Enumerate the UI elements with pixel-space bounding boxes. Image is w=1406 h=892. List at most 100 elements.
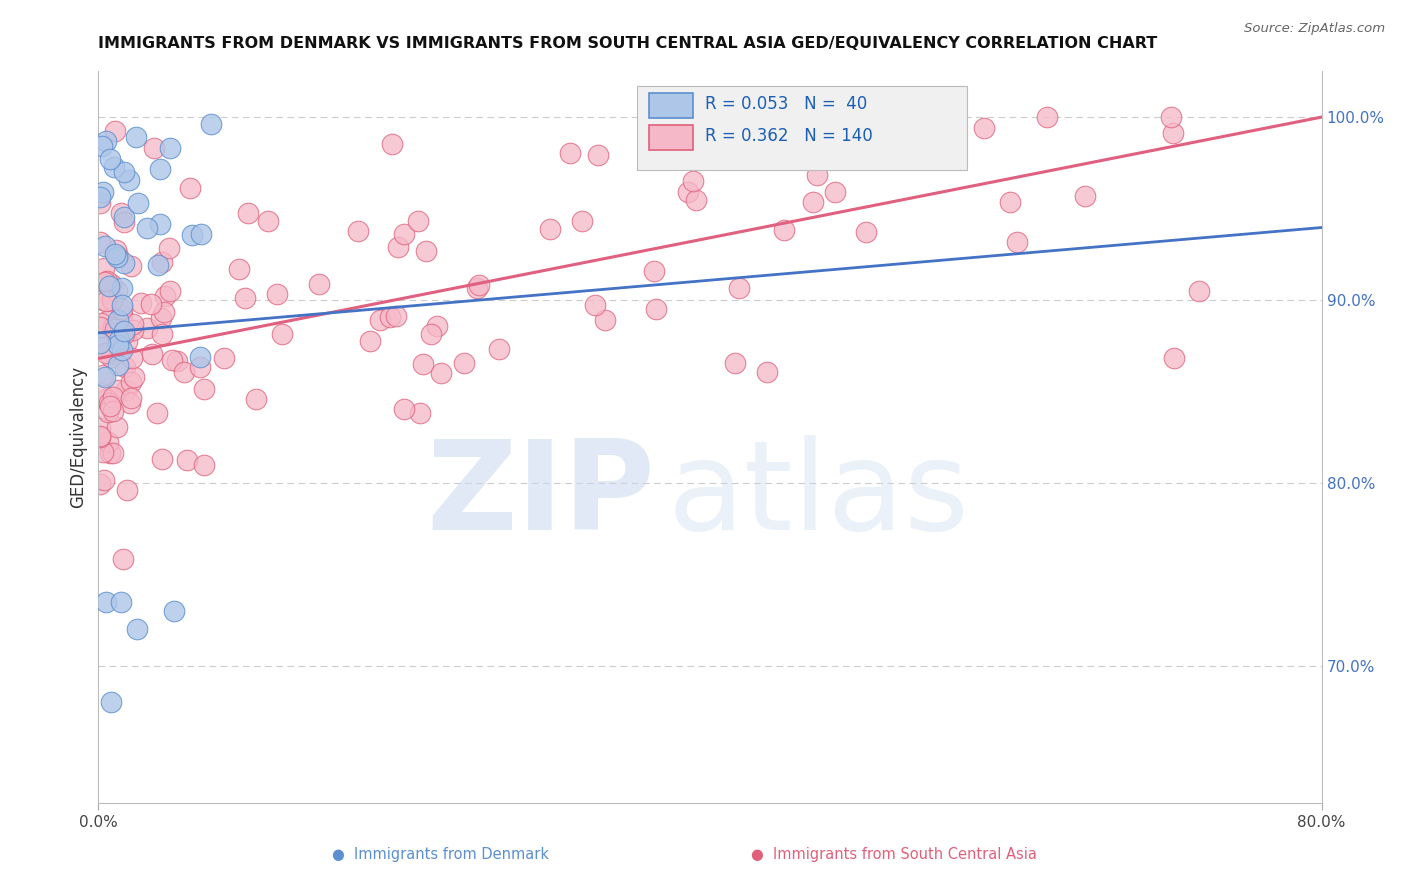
Point [406, 214, 429, 228]
FancyBboxPatch shape [650, 94, 693, 118]
Point [415, 244, 437, 259]
Point [107, 331, 129, 345]
Text: atlas: atlas [668, 435, 969, 556]
Point [89, 421, 111, 435]
Point [429, 366, 451, 380]
Point [93, 368, 115, 382]
Point [125, 129, 148, 144]
Point [112, 215, 135, 229]
Point [420, 327, 443, 342]
Point [146, 406, 169, 420]
Point [488, 342, 510, 356]
Point [94, 238, 117, 252]
Point [103, 347, 125, 361]
Point [998, 194, 1021, 209]
Point [193, 382, 215, 396]
Point [96, 274, 118, 288]
Point [159, 141, 181, 155]
Point [236, 206, 259, 220]
Point [392, 402, 415, 417]
Point [120, 391, 142, 405]
Point [233, 291, 256, 305]
Point [111, 551, 134, 566]
Point [101, 293, 124, 308]
Point [136, 220, 159, 235]
Point [90, 340, 112, 354]
Point [676, 186, 699, 200]
Point [468, 278, 491, 293]
Point [346, 224, 368, 238]
Point [308, 277, 330, 292]
Point [727, 281, 749, 295]
Point [465, 281, 488, 295]
Point [103, 446, 125, 460]
Point [89, 196, 111, 211]
Point [111, 343, 134, 358]
Point [121, 323, 143, 337]
Point [724, 356, 747, 370]
Point [112, 256, 135, 270]
Point [143, 141, 166, 155]
Point [107, 248, 129, 262]
Point [190, 227, 212, 241]
Point [114, 359, 136, 374]
Point [91, 185, 114, 199]
Point [141, 297, 163, 311]
Point [153, 305, 176, 319]
Point [1073, 189, 1095, 203]
Point [93, 275, 115, 289]
FancyBboxPatch shape [650, 125, 693, 150]
Point [571, 214, 593, 228]
Point [91, 444, 114, 458]
Point [93, 260, 115, 275]
Point [162, 352, 184, 367]
Point [166, 353, 188, 368]
Point [149, 162, 172, 177]
Point [135, 321, 157, 335]
Point [105, 285, 128, 299]
Point [1163, 351, 1185, 365]
Point [112, 165, 135, 179]
Point [94, 135, 117, 149]
Point [108, 333, 131, 347]
Point [89, 235, 111, 250]
FancyBboxPatch shape [637, 86, 967, 170]
Point [91, 293, 114, 307]
Point [176, 452, 198, 467]
Point [112, 327, 135, 342]
Point [89, 428, 111, 442]
Point [257, 214, 280, 228]
Point [540, 222, 562, 236]
Point [685, 193, 707, 207]
Point [101, 319, 124, 334]
Point [1188, 284, 1211, 298]
Point [127, 195, 149, 210]
Text: R = 0.053   N =  40: R = 0.053 N = 40 [706, 95, 868, 113]
Point [105, 326, 128, 341]
Point [100, 351, 122, 365]
Point [111, 298, 134, 312]
Point [173, 366, 195, 380]
Point [98, 445, 121, 459]
Point [824, 186, 846, 200]
Point [110, 206, 132, 220]
Point [1007, 235, 1029, 249]
Text: ZIP: ZIP [426, 435, 655, 556]
Point [368, 313, 391, 327]
Point [94, 294, 117, 309]
Point [112, 211, 135, 225]
Point [93, 473, 115, 487]
Point [149, 217, 172, 231]
Point [98, 399, 121, 413]
Point [111, 308, 134, 322]
Point [1036, 110, 1059, 124]
Point [193, 458, 215, 473]
Point [115, 334, 138, 349]
Text: Source: ZipAtlas.com: Source: ZipAtlas.com [1244, 22, 1385, 36]
Point [100, 695, 122, 709]
Point [120, 259, 142, 273]
Text: R = 0.362   N = 140: R = 0.362 N = 140 [706, 127, 873, 145]
Point [593, 313, 616, 327]
Point [118, 396, 141, 410]
Point [141, 347, 163, 361]
